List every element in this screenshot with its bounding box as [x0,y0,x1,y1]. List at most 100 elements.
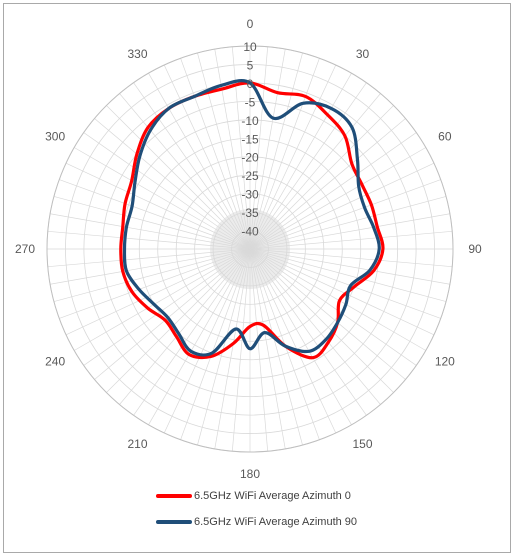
grid-spoke [47,248,251,268]
grid-spoke [249,248,337,434]
grid-spoke [53,248,251,302]
r-tick-label: -40 [241,225,259,239]
polar-chart: 10 5 0 -5 -10 -15 -20 -25 -30 -35 -40 0 30 60 90 120 150… [15,17,482,481]
grid-spoke [119,93,251,250]
grid-spoke [249,93,381,250]
series-line-0 [119,81,385,360]
grid-spoke [249,230,453,250]
grid-spoke [83,132,251,250]
grid-spoke [249,248,450,285]
grid-spoke [65,248,251,336]
grid-spoke [50,213,251,250]
r-tick-label: -5 [245,95,256,109]
theta-tick-label: 60 [438,130,452,144]
r-tick-label: 10 [243,40,257,54]
grid-spoke [249,49,286,250]
grid-spoke [249,248,426,351]
grid-spoke [214,49,251,250]
grid-spoke [249,46,269,250]
r-tick-label: -20 [241,151,259,165]
grid-spoke [249,64,337,250]
grid-spoke [83,248,251,366]
grid-ring [65,64,435,434]
series-line-1 [122,79,381,357]
grid-spoke [249,248,394,393]
grid-spoke [249,248,381,405]
grid-spoke [249,248,417,366]
grid-spoke [106,105,251,250]
grid-spoke [231,248,251,452]
grid-spoke [249,82,367,250]
grid-spoke [59,248,251,319]
grid-outer-ring [46,45,454,453]
grid-spoke [53,196,251,250]
grid-spoke [133,82,251,250]
grid-ring [101,100,399,398]
grid-spoke [249,105,394,250]
grid-spoke [65,162,251,250]
grid-spoke [249,162,435,250]
tick-labels: 10 5 0 -5 -10 -15 -20 -25 -30 -35 -40 0 30 60 90 120 150… [15,17,482,481]
grid-ring [231,230,269,268]
grid-spoke [249,248,303,446]
chart-frame: 10 5 0 -5 -10 -15 -20 -25 -30 -35 -40 0 30 60 90 120 150… [3,3,511,553]
grid-spoke [249,147,426,250]
legend-label-azimuth-90: 6.5GHz WiFi Average Azimuth 90 [194,516,358,528]
theta-tick-label: 300 [45,130,65,144]
legend-swatch-blue [156,520,192,524]
theta-tick-label: 330 [127,47,147,61]
polar-grid [46,45,454,453]
grid-spoke [249,118,406,250]
grid-spoke [47,230,251,250]
legend-item-azimuth-90: 6.5GHz WiFi Average Azimuth 90 [156,512,456,532]
grid-spoke [148,248,251,425]
grid-spoke [163,64,251,250]
grid-spoke [74,147,251,250]
r-tick-label: -30 [241,188,259,202]
grid-ring [157,156,343,342]
r-tick-label: 5 [247,58,254,72]
grid-spoke [249,73,352,250]
grid-spoke [249,179,441,250]
grid-spoke [249,58,320,250]
grid-spoke [249,248,352,425]
theta-tick-label: 30 [356,47,370,61]
theta-tick-label: 120 [435,355,455,369]
grid-spoke [249,248,435,336]
grid-spoke [249,248,453,268]
theta-tick-label: 150 [352,437,372,451]
grid-spoke [180,58,251,250]
legend-swatch-red [156,494,192,498]
grid-spoke [133,248,251,416]
legend-label-azimuth-0: 6.5GHz WiFi Average Azimuth 0 [194,490,351,502]
grid-spoke [106,248,251,393]
grid-spoke [74,248,251,351]
r-tick-label: 0 [247,77,254,91]
grid-spoke [249,213,450,250]
r-tick-label: -10 [241,114,259,128]
grid-spoke [148,73,251,250]
grid-spoke [163,248,251,434]
grid-spoke [94,118,251,250]
theta-tick-label: 270 [15,242,35,256]
theta-tick-label: 90 [468,242,482,256]
theta-tick-label: 0 [247,17,254,31]
grid-spoke [94,248,251,380]
r-tick-label: -35 [241,206,259,220]
grid-spoke [249,52,303,250]
grid-spoke [50,248,251,285]
r-tick-label: -25 [241,169,259,183]
grid-spoke [249,248,286,449]
grid-spoke [249,248,447,302]
grid-spoke [180,248,251,440]
grid-spoke [249,248,269,452]
grid-ring [138,137,362,361]
grid-spoke [249,196,447,250]
grid-spoke [249,248,367,416]
grid-spoke [249,248,406,380]
grid-spoke [249,248,441,319]
grid-spoke [249,132,417,250]
grid-spoke [197,52,251,250]
grid-ring [212,211,288,287]
series-layer [119,79,385,360]
